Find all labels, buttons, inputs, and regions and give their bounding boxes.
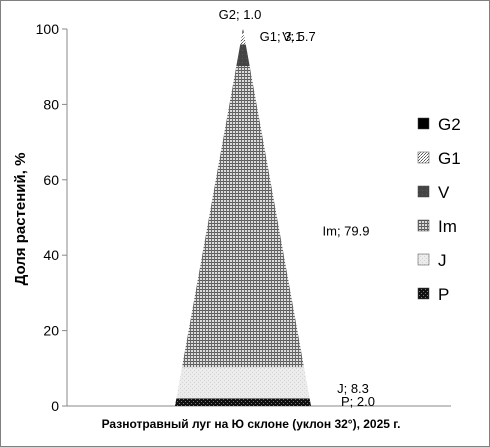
- legend-swatch-v: [417, 185, 430, 198]
- data-labels: P; 2.0J; 8.3 Im; 79.9 V; 5.7G1; 3.1 G2; 1.0: [219, 7, 375, 409]
- legend-label-j: J: [438, 251, 447, 270]
- y-tick-label: 0: [51, 398, 59, 414]
- y-tick-label: 80: [43, 96, 59, 112]
- legend-swatch-g2: [417, 117, 430, 130]
- legend-swatch-g1: [417, 151, 430, 164]
- data-label-p: P; 2.0: [341, 394, 375, 409]
- legend-swatch-j: [417, 253, 430, 266]
- x-axis-title: Разнотравный луг на Ю склоне (уклон 32°)…: [102, 417, 401, 431]
- data-label-g1: G1; 3.1: [260, 29, 303, 44]
- legend: G2 G1 V Im JP: [417, 115, 461, 304]
- legend-label-g2: G2: [438, 115, 461, 134]
- pyramid: [175, 29, 311, 406]
- y-tick-label: 100: [36, 21, 60, 37]
- y-axis-title: Доля растений, %: [12, 153, 29, 286]
- y-axis: 0 20 40 60 80 100: [36, 21, 451, 414]
- data-label-g2: G2; 1.0: [219, 7, 262, 22]
- legend-swatch-im: [417, 219, 430, 232]
- data-label-j: J; 8.3: [337, 381, 369, 396]
- pyramid-segment-g2: [242, 29, 244, 33]
- legend-label-v: V: [438, 183, 450, 202]
- legend-label-p: P: [438, 285, 449, 304]
- y-tick-label: 20: [43, 323, 59, 339]
- y-tick-label: 60: [43, 172, 59, 188]
- pyramid-segment-g1: [240, 32, 246, 45]
- data-label-im: Im; 79.9: [323, 224, 370, 239]
- y-tick-label: 40: [43, 247, 59, 263]
- pyramid-segment-v: [236, 44, 250, 66]
- data-label-v: V; 5.7: [282, 29, 315, 44]
- legend-swatch-p: [417, 287, 430, 300]
- pyramid-segment-im: [182, 65, 304, 368]
- legend-label-g1: G1: [438, 149, 461, 168]
- pyramid-segment-j: [176, 367, 310, 399]
- legend-label-im: Im: [438, 217, 457, 236]
- pyramid-segment-p: [175, 398, 311, 406]
